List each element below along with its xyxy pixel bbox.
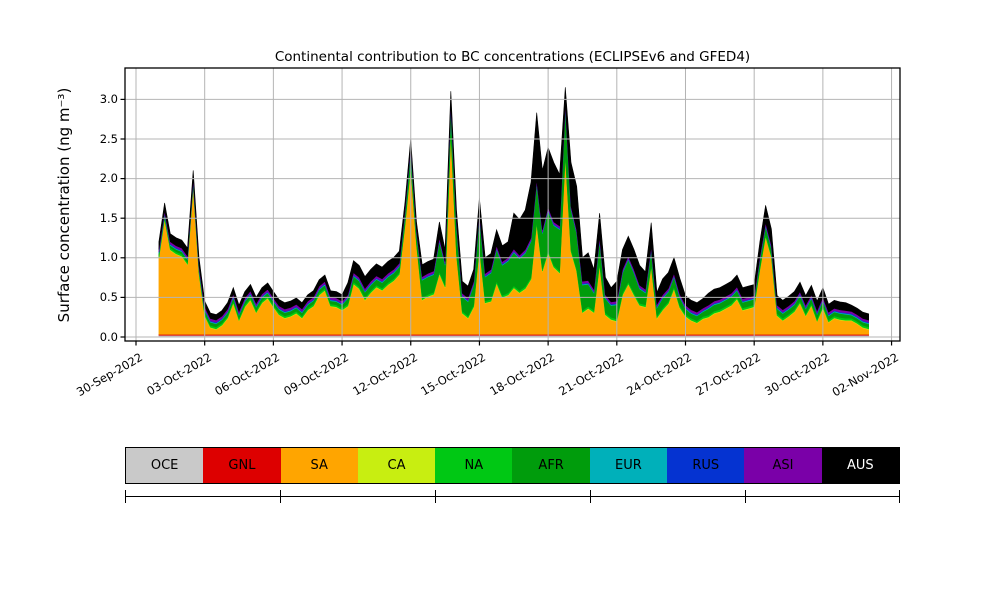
area-layer-AUS — [158, 87, 869, 321]
plot-border — [124, 67, 901, 342]
legend-axis-line — [125, 496, 900, 497]
chart-title: Continental contribution to BC concentra… — [274, 49, 751, 65]
legend-label: GNL — [228, 458, 256, 473]
y-tick-label: 1.5 — [99, 210, 118, 225]
legend-item-EUR: EUR — [589, 448, 668, 483]
y-tick-label: 2.0 — [99, 171, 118, 186]
legend-label: SA — [310, 458, 328, 473]
legend-item-NA: NA — [435, 448, 513, 483]
legend-axis-tick — [435, 490, 437, 503]
y-tick-label: 2.5 — [99, 131, 118, 146]
legend-axis-tick — [280, 490, 282, 503]
legend-item-AFR: AFR — [512, 448, 590, 483]
legend-axis-tick — [898, 490, 900, 503]
y-tick-label: 3.0 — [99, 91, 118, 106]
legend-item-GNL: GNL — [203, 448, 281, 483]
legend-item-AUS: AUS — [821, 448, 899, 483]
y-tick-label: 0.5 — [99, 289, 118, 304]
legend-item-ASI: ASI — [744, 448, 822, 483]
legend-label: ASI — [772, 458, 794, 473]
y-axis-label: Surface concentration (ng m⁻³) — [55, 87, 73, 323]
legend-label: AFR — [538, 458, 564, 473]
legend-label: OCE — [150, 458, 179, 473]
continent-legend: OCE GNL SA CA NA AFR EUR RUS ASI AUS — [125, 447, 900, 484]
legend-item-RUS: RUS — [667, 448, 745, 483]
legend-label: RUS — [692, 458, 720, 473]
y-tick-label: 0.0 — [99, 329, 118, 344]
legend-label: AUS — [846, 458, 874, 473]
legend-item-OCE: OCE — [126, 448, 204, 483]
legend-axis-tick — [745, 490, 747, 503]
y-tick-label: 1.0 — [99, 250, 118, 265]
legend-item-SA: SA — [280, 448, 358, 483]
legend-label: NA — [464, 458, 484, 473]
legend-axis-tick — [125, 490, 127, 503]
legend-axis-tick — [590, 490, 592, 503]
legend-label: EUR — [615, 458, 642, 473]
legend-label: CA — [387, 458, 406, 473]
legend-item-CA: CA — [357, 448, 436, 483]
